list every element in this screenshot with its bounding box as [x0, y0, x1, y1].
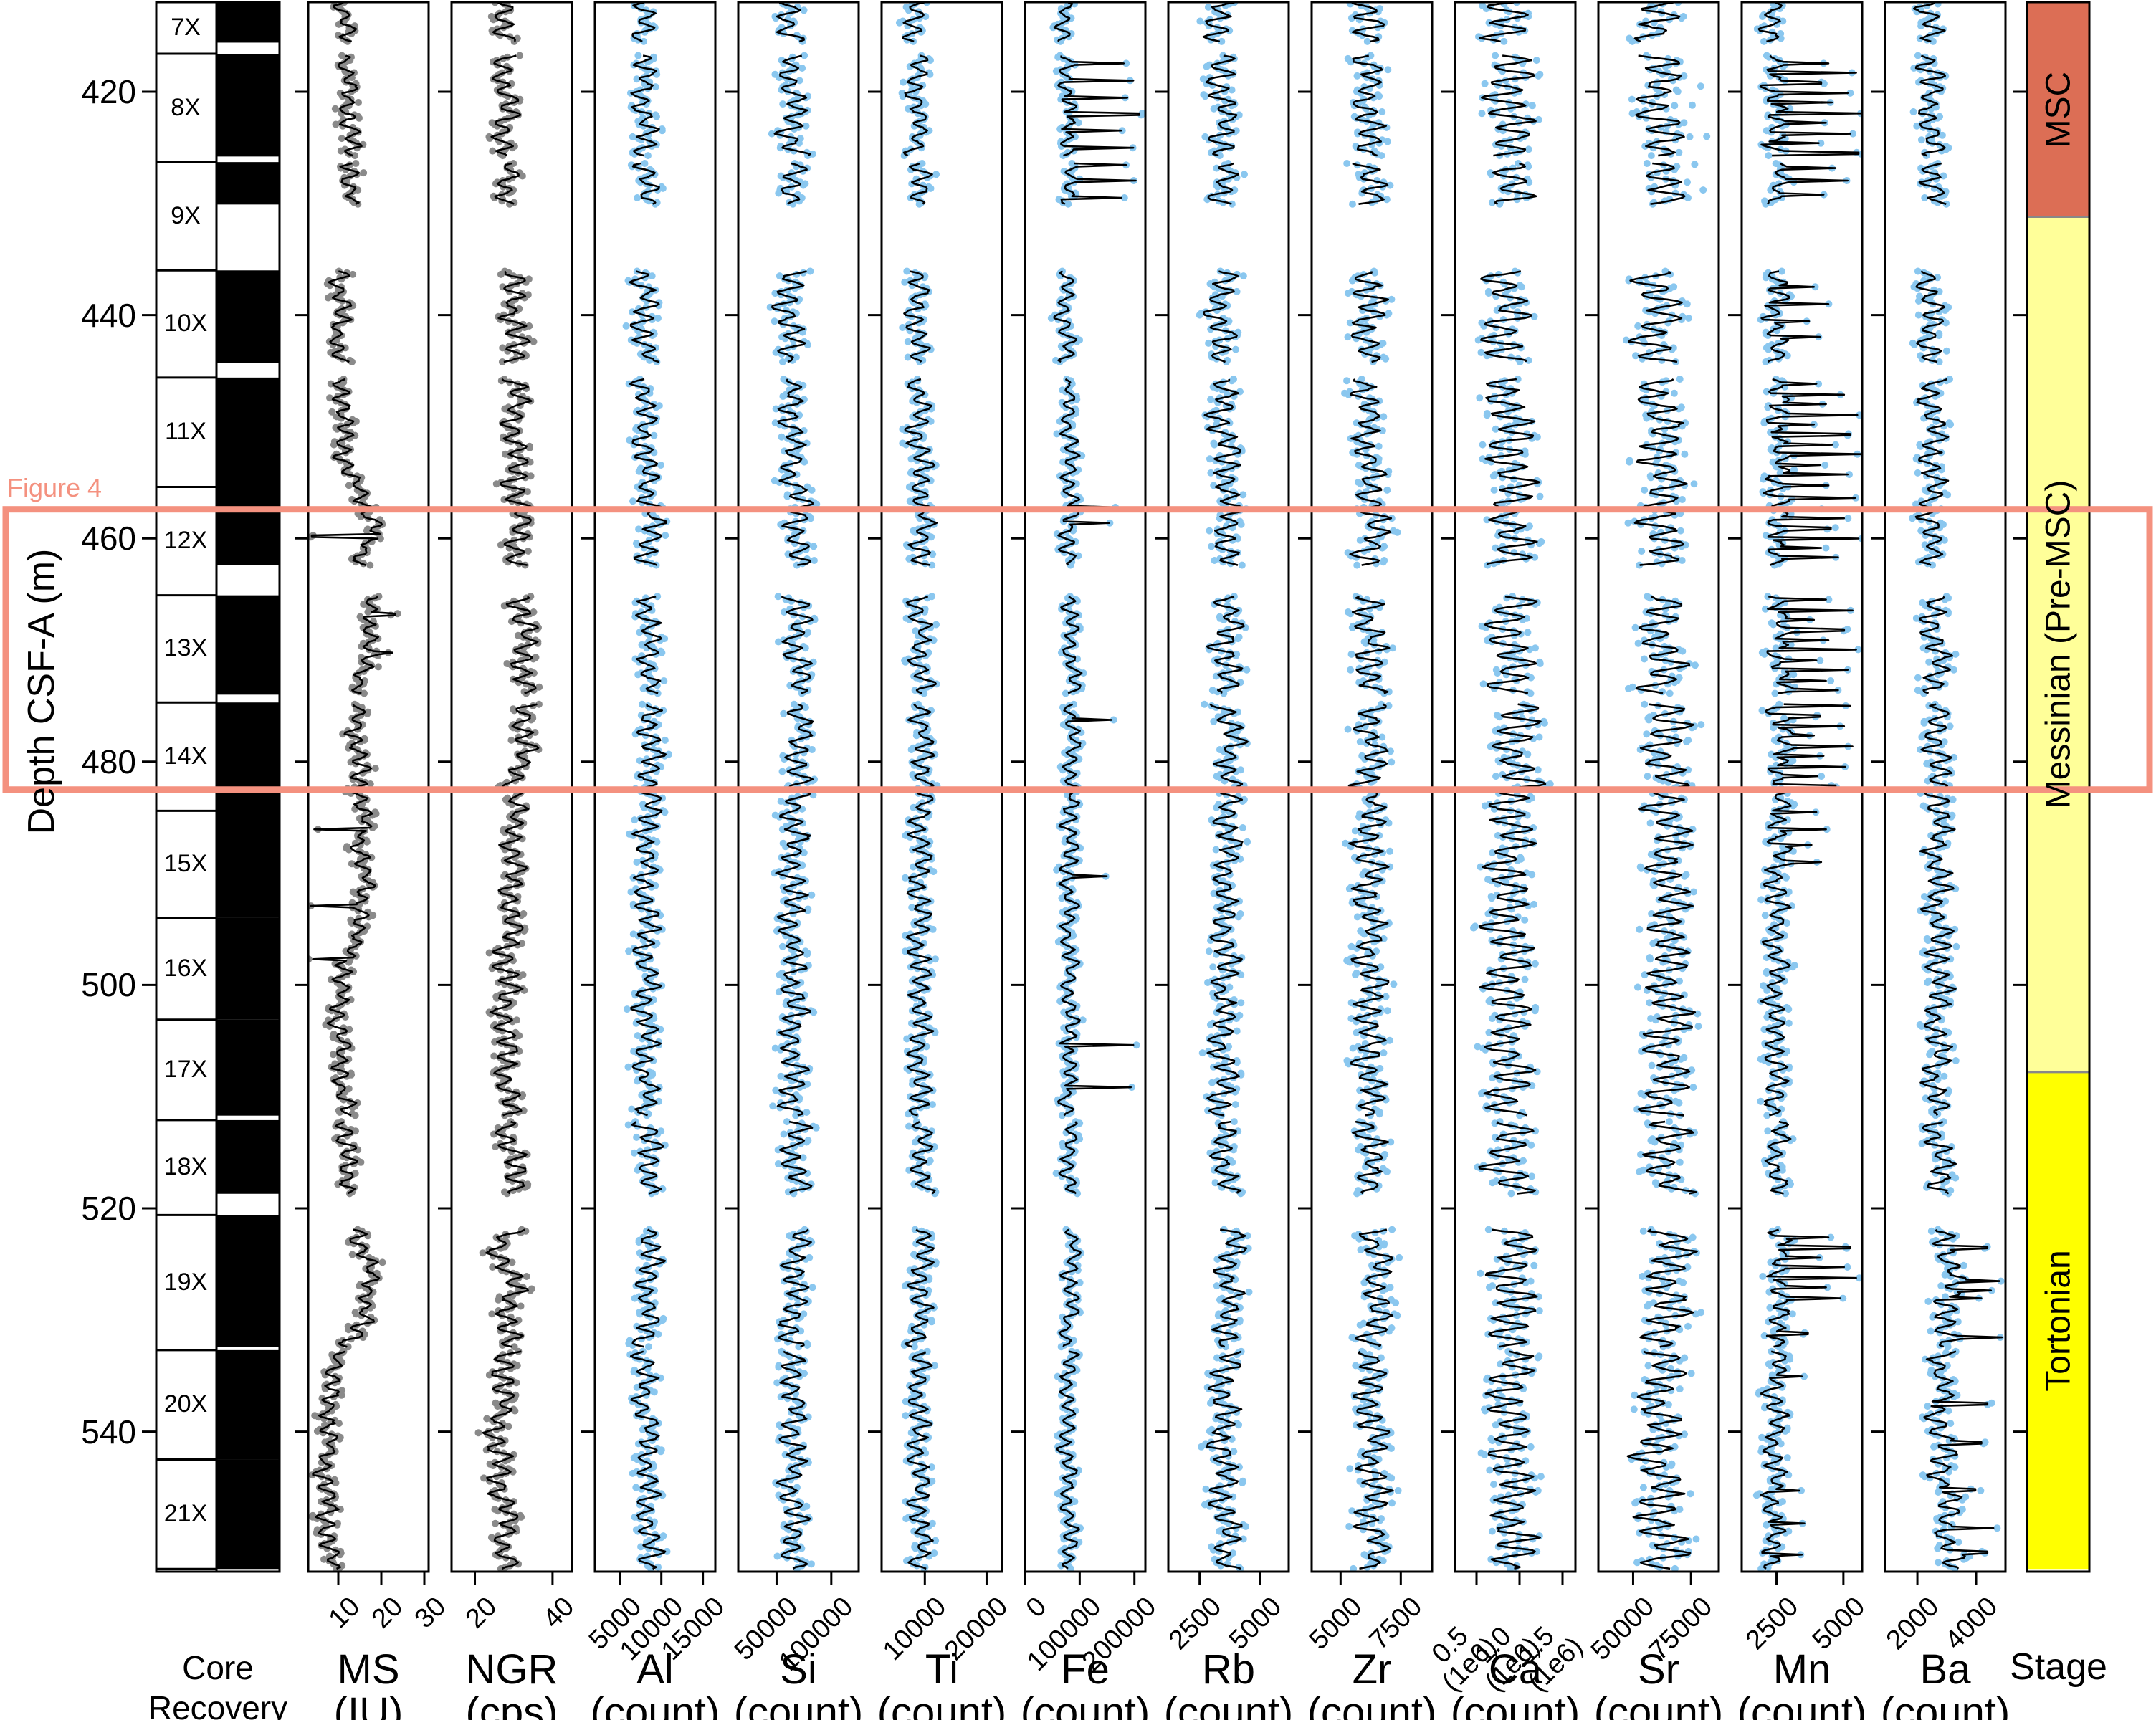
core-label-15x: 15X [156, 850, 215, 878]
core-label-13x: 13X [156, 634, 215, 662]
core-label-16x: 16X [156, 955, 215, 983]
depth-tick-label: 500 [0, 965, 136, 1004]
depth-tick-label: 480 [0, 742, 136, 781]
panel-unit-ngr: (cps) [433, 1688, 591, 1720]
stage-band-label: Messinian (Pre-MSC) [2038, 480, 2078, 809]
core-label-10x: 10X [156, 310, 215, 338]
core-label-17x: 17X [156, 1056, 215, 1084]
core-label-21x: 21X [156, 1500, 215, 1528]
panel-unit-ba: (count) [1866, 1688, 2024, 1720]
panel-unit-si: (count) [720, 1688, 877, 1720]
figure4-label: Figure 4 [7, 473, 102, 503]
depth-tick-label: 440 [0, 296, 136, 335]
depth-axis-label: Depth CSF-A (m) [20, 549, 63, 835]
core-label-7x: 7X [156, 14, 215, 42]
depth-tick-label: 520 [0, 1189, 136, 1228]
depth-tick-label: 420 [0, 72, 136, 111]
panel-unit-al: (count) [576, 1688, 734, 1720]
core-label-8x: 8X [156, 94, 215, 122]
depth-tick-label: 540 [0, 1413, 136, 1451]
core-label-11x: 11X [156, 418, 215, 446]
core-label-20x: 20X [156, 1390, 215, 1418]
core-label-14x: 14X [156, 742, 215, 770]
panel-unit-ms: (IU) [290, 1688, 447, 1720]
panel-unit-ti: (count) [863, 1688, 1021, 1720]
stage-band-label: MSC [2038, 72, 2078, 148]
stage-band-label: Tortonian [2038, 1250, 2078, 1391]
core-label-9x: 9X [156, 202, 215, 230]
core-label-18x: 18X [156, 1153, 215, 1181]
depth-tick-label: 460 [0, 519, 136, 558]
core-recovery-title-line2: Recovery [146, 1688, 290, 1720]
core-label-19x: 19X [156, 1268, 215, 1296]
panel-title-ba: Ba [1866, 1645, 2024, 1693]
core-label-12x: 12X [156, 527, 215, 555]
